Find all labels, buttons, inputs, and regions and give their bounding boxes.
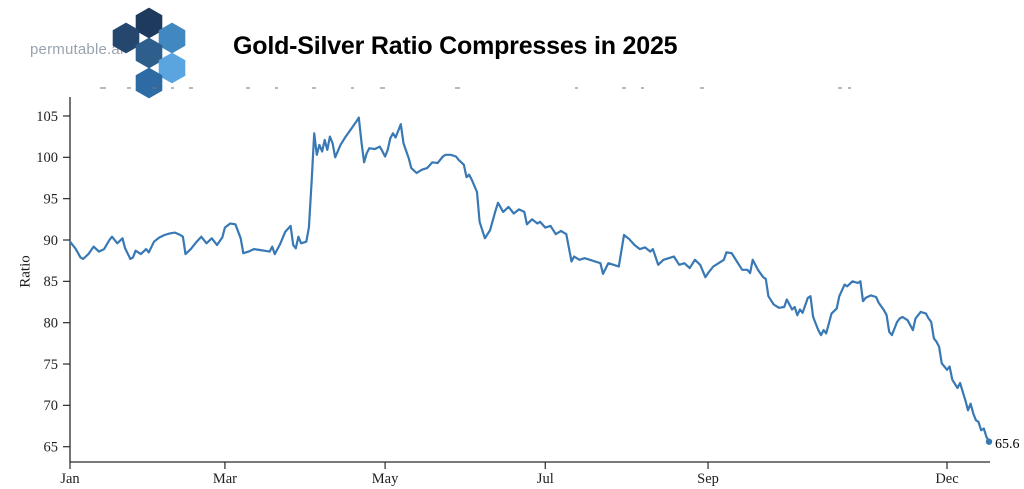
cropped-text-mark [838, 87, 842, 89]
cropped-text-mark [700, 87, 704, 89]
cropped-text-mark [100, 87, 106, 89]
cropped-text-mark [246, 87, 250, 89]
cropped-text-mark [152, 87, 157, 89]
logo-hexagon [135, 37, 163, 69]
y-tick-label: 85 [44, 274, 59, 290]
cropped-text-mark [189, 87, 193, 89]
x-tick-label: May [372, 471, 399, 487]
page-title: Gold-Silver Ratio Compresses in 2025 [233, 32, 678, 60]
cropped-text-mark [455, 87, 460, 89]
logo-hexagon [158, 52, 186, 84]
cropped-text-mark [275, 87, 278, 89]
x-tick-label: Jan [60, 471, 80, 487]
ratio-line [68, 116, 991, 443]
y-tick-label: 80 [44, 315, 59, 331]
x-tick-label: Jul [537, 471, 554, 487]
cropped-text-mark [622, 87, 626, 89]
cropped-text-mark [171, 87, 174, 89]
cropped-text-mark [380, 87, 385, 89]
x-tick-label: Mar [213, 471, 237, 487]
cropped-text-mark [351, 87, 354, 89]
logo-hexagon [112, 22, 140, 54]
y-tick-label: 70 [44, 398, 59, 414]
logo-hexagon [158, 22, 186, 54]
cropped-text-mark [127, 87, 131, 89]
logo-hexagon [135, 67, 163, 99]
cropped-text-mark [312, 87, 316, 89]
y-tick-label: 65 [44, 440, 59, 456]
cropped-text-mark [575, 87, 578, 89]
x-tick-label: Dec [935, 471, 958, 487]
cropped-text-mark [848, 87, 851, 89]
last-value-dot [985, 438, 993, 445]
y-tick-label: 100 [36, 150, 58, 166]
y-tick-label: 90 [44, 233, 59, 249]
x-tick-label: Sep [697, 471, 719, 487]
y-tick-label: 105 [36, 109, 58, 125]
cropped-text-mark [641, 87, 644, 89]
logo-text: permutable.ai [30, 41, 124, 58]
y-tick-label: 95 [44, 191, 59, 207]
last-value-label: 65.6 [995, 437, 1020, 452]
logo-hexagons-icon [112, 7, 186, 99]
logo-hexagon [135, 7, 163, 39]
y-tick-label: 75 [44, 357, 59, 373]
